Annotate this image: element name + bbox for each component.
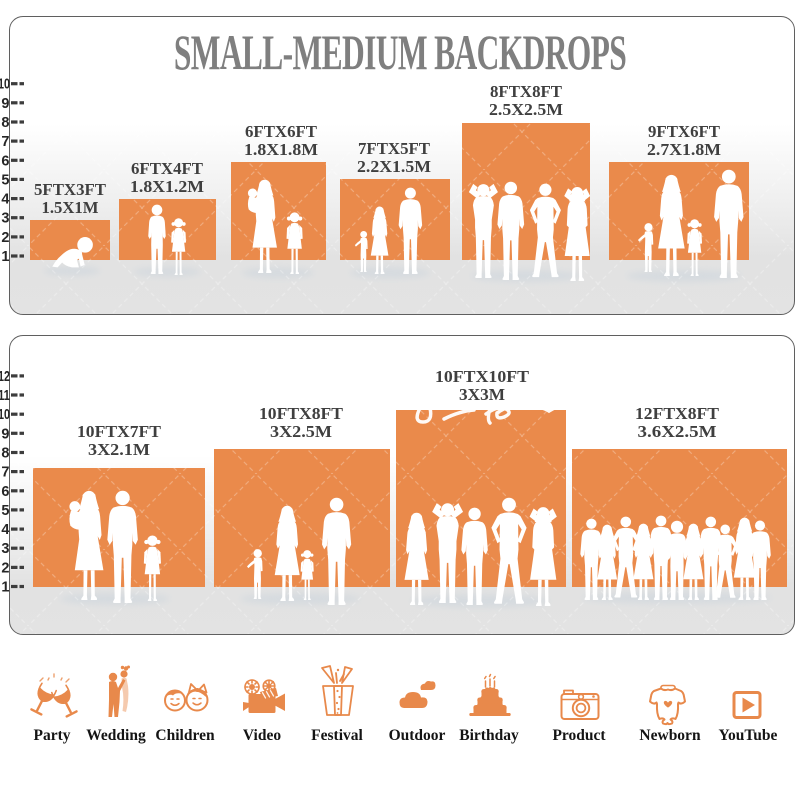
svg-text:5: 5 bbox=[1, 503, 9, 519]
svg-text:10FTX8FT: 10FTX8FT bbox=[259, 404, 344, 423]
svg-text:7FTX5FT: 7FTX5FT bbox=[358, 139, 431, 158]
svg-text:8: 8 bbox=[1, 115, 9, 131]
svg-text:8: 8 bbox=[1, 446, 9, 462]
svg-text:10FTX7FT: 10FTX7FT bbox=[77, 422, 162, 441]
svg-text:Festival: Festival bbox=[311, 727, 363, 744]
svg-text:3X2.1M: 3X2.1M bbox=[88, 440, 150, 459]
svg-text:1: 1 bbox=[1, 580, 9, 596]
svg-text:12: 12 bbox=[0, 369, 10, 385]
svg-text:9FTX6FT: 9FTX6FT bbox=[648, 122, 721, 141]
svg-text:2.7X1.8M: 2.7X1.8M bbox=[647, 140, 721, 159]
svg-text:SMALL-MEDIUM BACKDROPS: SMALL-MEDIUM BACKDROPS bbox=[174, 26, 626, 81]
svg-text:1.8X1.8M: 1.8X1.8M bbox=[244, 140, 318, 159]
svg-text:Wedding: Wedding bbox=[86, 727, 146, 744]
svg-text:12FTX8FT: 12FTX8FT bbox=[635, 404, 720, 423]
svg-text:1: 1 bbox=[1, 249, 9, 265]
svg-text:4: 4 bbox=[1, 522, 9, 538]
svg-text:Party: Party bbox=[33, 727, 70, 744]
svg-text:10: 10 bbox=[0, 77, 10, 93]
svg-text:4: 4 bbox=[1, 192, 9, 208]
svg-text:Newborn: Newborn bbox=[639, 727, 701, 744]
svg-text:8FTX8FT: 8FTX8FT bbox=[490, 82, 563, 101]
svg-text:10FTX10FT: 10FTX10FT bbox=[435, 367, 530, 386]
svg-text:7: 7 bbox=[1, 465, 9, 481]
svg-text:Outdoor: Outdoor bbox=[389, 727, 446, 744]
svg-text:3: 3 bbox=[1, 211, 9, 227]
svg-text:7: 7 bbox=[1, 134, 9, 150]
svg-text:6FTX6FT: 6FTX6FT bbox=[245, 122, 318, 141]
svg-text:3X3M: 3X3M bbox=[459, 385, 505, 404]
svg-text:9: 9 bbox=[1, 96, 9, 112]
svg-text:Children: Children bbox=[155, 727, 215, 744]
svg-text:6FTX4FT: 6FTX4FT bbox=[131, 159, 204, 178]
svg-text:6: 6 bbox=[1, 153, 9, 169]
svg-text:6: 6 bbox=[1, 484, 9, 500]
svg-text:3.6X2.5M: 3.6X2.5M bbox=[638, 422, 717, 441]
svg-text:Video: Video bbox=[243, 727, 281, 744]
svg-text:1.8X1.2M: 1.8X1.2M bbox=[130, 177, 204, 196]
svg-text:9: 9 bbox=[1, 426, 9, 442]
svg-text:2: 2 bbox=[1, 230, 9, 246]
svg-text:10: 10 bbox=[0, 407, 10, 423]
svg-text:3X2.5M: 3X2.5M bbox=[270, 422, 332, 441]
svg-text:5FTX3FT: 5FTX3FT bbox=[34, 180, 107, 199]
svg-text:2.5X2.5M: 2.5X2.5M bbox=[489, 100, 563, 119]
svg-text:5: 5 bbox=[1, 172, 9, 188]
svg-text:3: 3 bbox=[1, 541, 9, 557]
svg-text:11: 11 bbox=[0, 388, 10, 404]
svg-text:1.5X1M: 1.5X1M bbox=[42, 198, 99, 217]
svg-text:YouTube: YouTube bbox=[719, 727, 778, 744]
svg-text:2: 2 bbox=[1, 560, 9, 576]
svg-text:2.2X1.5M: 2.2X1.5M bbox=[357, 157, 431, 176]
svg-text:Product: Product bbox=[552, 727, 606, 744]
svg-text:Birthday: Birthday bbox=[459, 727, 519, 744]
